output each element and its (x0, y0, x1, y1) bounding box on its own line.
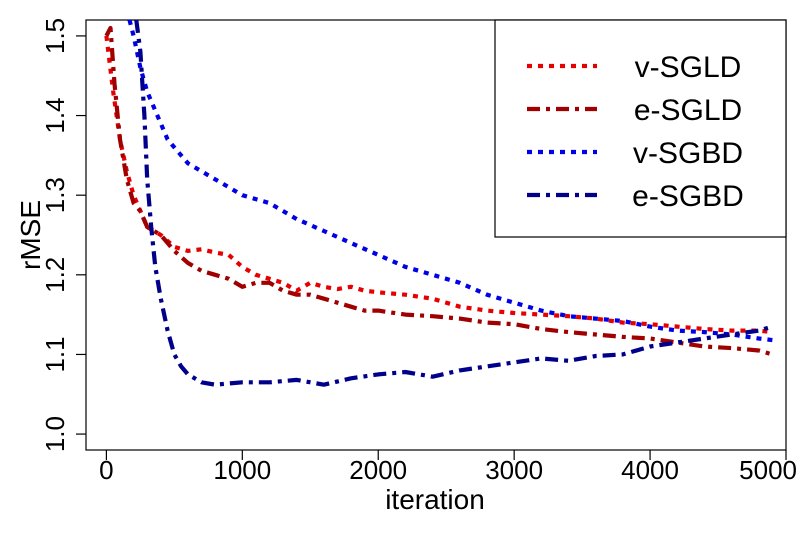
x-axis: 0 1000 2000 3000 4000 5000 (99, 450, 797, 485)
legend-label-e-sgbd: e-SGBD (632, 180, 744, 213)
legend-box (494, 19, 787, 238)
y-tick-label: 1.0 (40, 416, 70, 452)
y-tick-label: 1.1 (40, 336, 70, 372)
legend-label-v-sgld: v-SGLD (635, 51, 742, 84)
y-axis-title: rMSE (15, 200, 46, 270)
legend: v-SGLD e-SGLD v-SGBD e-SGBD (494, 19, 787, 238)
x-tick-label: 3000 (485, 455, 543, 485)
x-tick-label: 2000 (349, 455, 407, 485)
series-line-v-sgbd (127, 20, 773, 343)
x-tick-label: 5000 (739, 455, 797, 485)
y-axis: 1.0 1.1 1.2 1.3 1.4 1.5 (40, 18, 86, 452)
y-tick-label: 1.5 (40, 18, 70, 54)
x-axis-title: iteration (385, 484, 485, 515)
y-tick-label: 1.3 (40, 177, 70, 213)
y-tick-label: 1.2 (40, 257, 70, 293)
x-tick-label: 1000 (213, 455, 271, 485)
legend-label-e-sgld: e-SGLD (634, 94, 742, 127)
series-line-e-sgbd (134, 20, 773, 387)
x-tick-label: 0 (99, 455, 113, 485)
legend-label-v-sgbd: v-SGBD (633, 137, 743, 170)
series-line-e-sgld (104, 25, 773, 357)
x-tick-label: 4000 (621, 455, 679, 485)
y-tick-label: 1.4 (40, 97, 70, 133)
series-layer (104, 20, 773, 387)
